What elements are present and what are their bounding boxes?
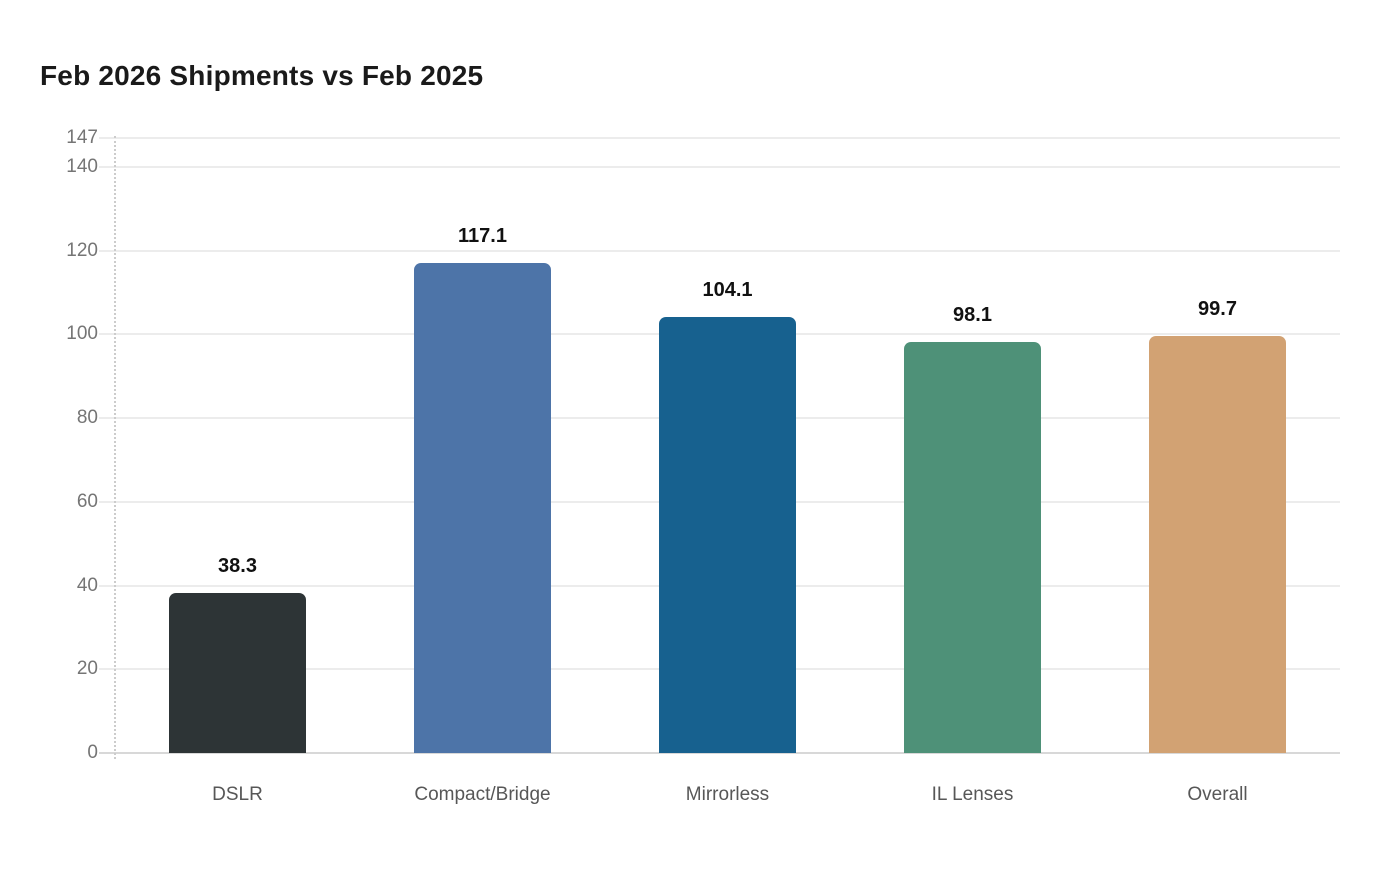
y-tick-label: 40	[76, 574, 98, 596]
y-tick-label: 60	[76, 490, 98, 512]
bar-value-label: 38.3	[218, 554, 257, 577]
bar-dslr	[169, 592, 306, 753]
bar-mirrorless	[659, 317, 796, 753]
bar-value-label: 98.1	[953, 304, 992, 327]
x-category-label: IL Lenses	[931, 784, 1014, 805]
bar-overall	[1149, 335, 1286, 753]
bar-compact-bridge	[414, 262, 551, 753]
gridline	[99, 249, 1340, 252]
y-tick-label: 100	[66, 323, 98, 345]
chart-title: Feb 2026 Shipments vs Feb 2025	[40, 60, 484, 91]
bar-value-label: 104.1	[702, 279, 753, 302]
x-category-label: Overall	[1187, 784, 1248, 805]
y-tick-label: 140	[66, 155, 98, 177]
gridline	[99, 165, 1340, 168]
x-category-label: Mirrorless	[685, 784, 770, 805]
y-tick-label: 147	[66, 126, 98, 148]
x-axis-baseline	[99, 752, 1340, 754]
x-category-label: DSLR	[212, 784, 263, 805]
y-tick-label: 0	[87, 742, 98, 763]
y-axis-line	[114, 135, 116, 759]
bar-il-lenses	[904, 342, 1041, 753]
bar-value-label: 99.7	[1198, 297, 1237, 320]
y-tick-label: 20	[76, 658, 98, 680]
y-tick-label: 80	[76, 407, 98, 429]
bar-value-label: 117.1	[458, 224, 507, 247]
x-category-label: Compact/Bridge	[414, 784, 551, 805]
y-tick-label: 120	[66, 239, 98, 261]
gridline	[99, 136, 1340, 139]
